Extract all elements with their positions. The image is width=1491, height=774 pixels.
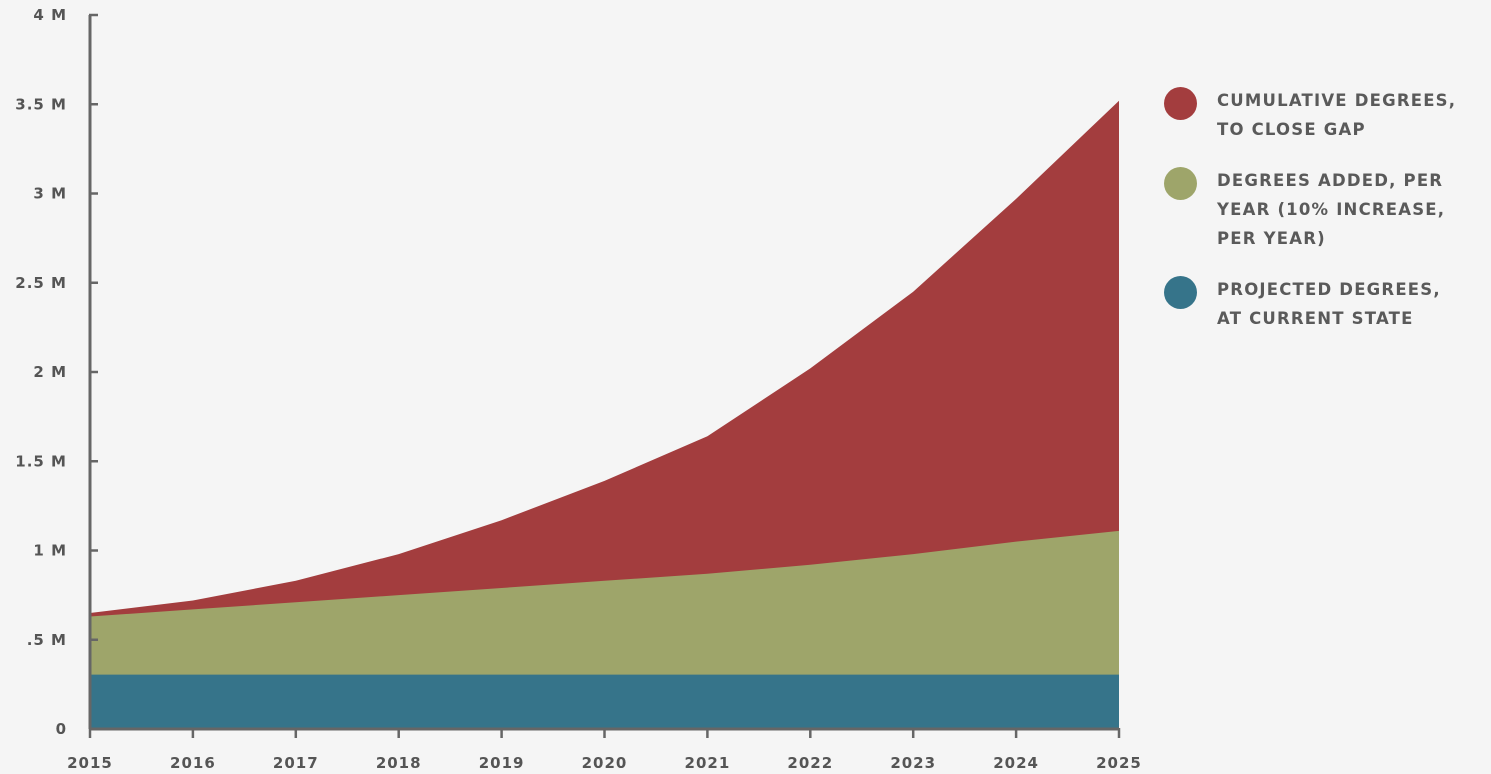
area-projected bbox=[90, 674, 1119, 729]
x-axis-ticks: 2015 2016 2017 2018 2019 2020 2021 2022 2023 2024… bbox=[67, 728, 1142, 772]
y-tick-label: .5 M bbox=[27, 631, 67, 649]
legend-item-cumulative: CUMULATIVE DEGREES, TO CLOSE GAP bbox=[1164, 86, 1489, 144]
y-axis-ticks: 0 .5 M 1 M 1.5 M 2 M 2.5 M 3 M 3.5 M 4 M bbox=[15, 6, 98, 738]
chart-legend: CUMULATIVE DEGREES, TO CLOSE GAP DEGREES… bbox=[1164, 86, 1489, 355]
y-tick-label: 3 M bbox=[33, 185, 67, 203]
legend-label-projected: PROJECTED DEGREES, AT CURRENT STATE bbox=[1217, 280, 1441, 328]
legend-item-projected: PROJECTED DEGREES, AT CURRENT STATE bbox=[1164, 275, 1489, 333]
y-tick-label: 3.5 M bbox=[15, 95, 67, 113]
x-tick-label: 2023 bbox=[890, 754, 936, 772]
y-tick-label: 2 M bbox=[33, 363, 67, 381]
x-tick-label: 2015 bbox=[67, 754, 113, 772]
y-tick-label: 2.5 M bbox=[15, 274, 67, 292]
x-tick-label: 2018 bbox=[376, 754, 422, 772]
x-tick-label: 2022 bbox=[787, 754, 833, 772]
x-tick-label: 2020 bbox=[582, 754, 628, 772]
legend-item-degrees-added: DEGREES ADDED, PER YEAR (10% INCREASE, P… bbox=[1164, 166, 1489, 253]
x-tick-label: 2021 bbox=[685, 754, 731, 772]
legend-swatch-degrees-added bbox=[1164, 167, 1197, 200]
legend-swatch-projected bbox=[1164, 276, 1197, 309]
x-tick-label: 2017 bbox=[273, 754, 319, 772]
legend-label-cumulative: CUMULATIVE DEGREES, TO CLOSE GAP bbox=[1217, 91, 1457, 139]
y-tick-label: 0 bbox=[56, 720, 67, 738]
legend-label-degrees-added: DEGREES ADDED, PER YEAR (10% INCREASE, P… bbox=[1217, 171, 1446, 248]
y-tick-label: 1 M bbox=[33, 542, 67, 560]
y-tick-label: 1.5 M bbox=[15, 452, 67, 470]
x-tick-label: 2019 bbox=[479, 754, 525, 772]
x-tick-label: 2024 bbox=[993, 754, 1039, 772]
x-tick-label: 2016 bbox=[170, 754, 216, 772]
x-tick-label: 2025 bbox=[1096, 754, 1142, 772]
legend-swatch-cumulative bbox=[1164, 87, 1197, 120]
chart-areas bbox=[90, 100, 1119, 729]
y-tick-label: 4 M bbox=[33, 6, 67, 24]
